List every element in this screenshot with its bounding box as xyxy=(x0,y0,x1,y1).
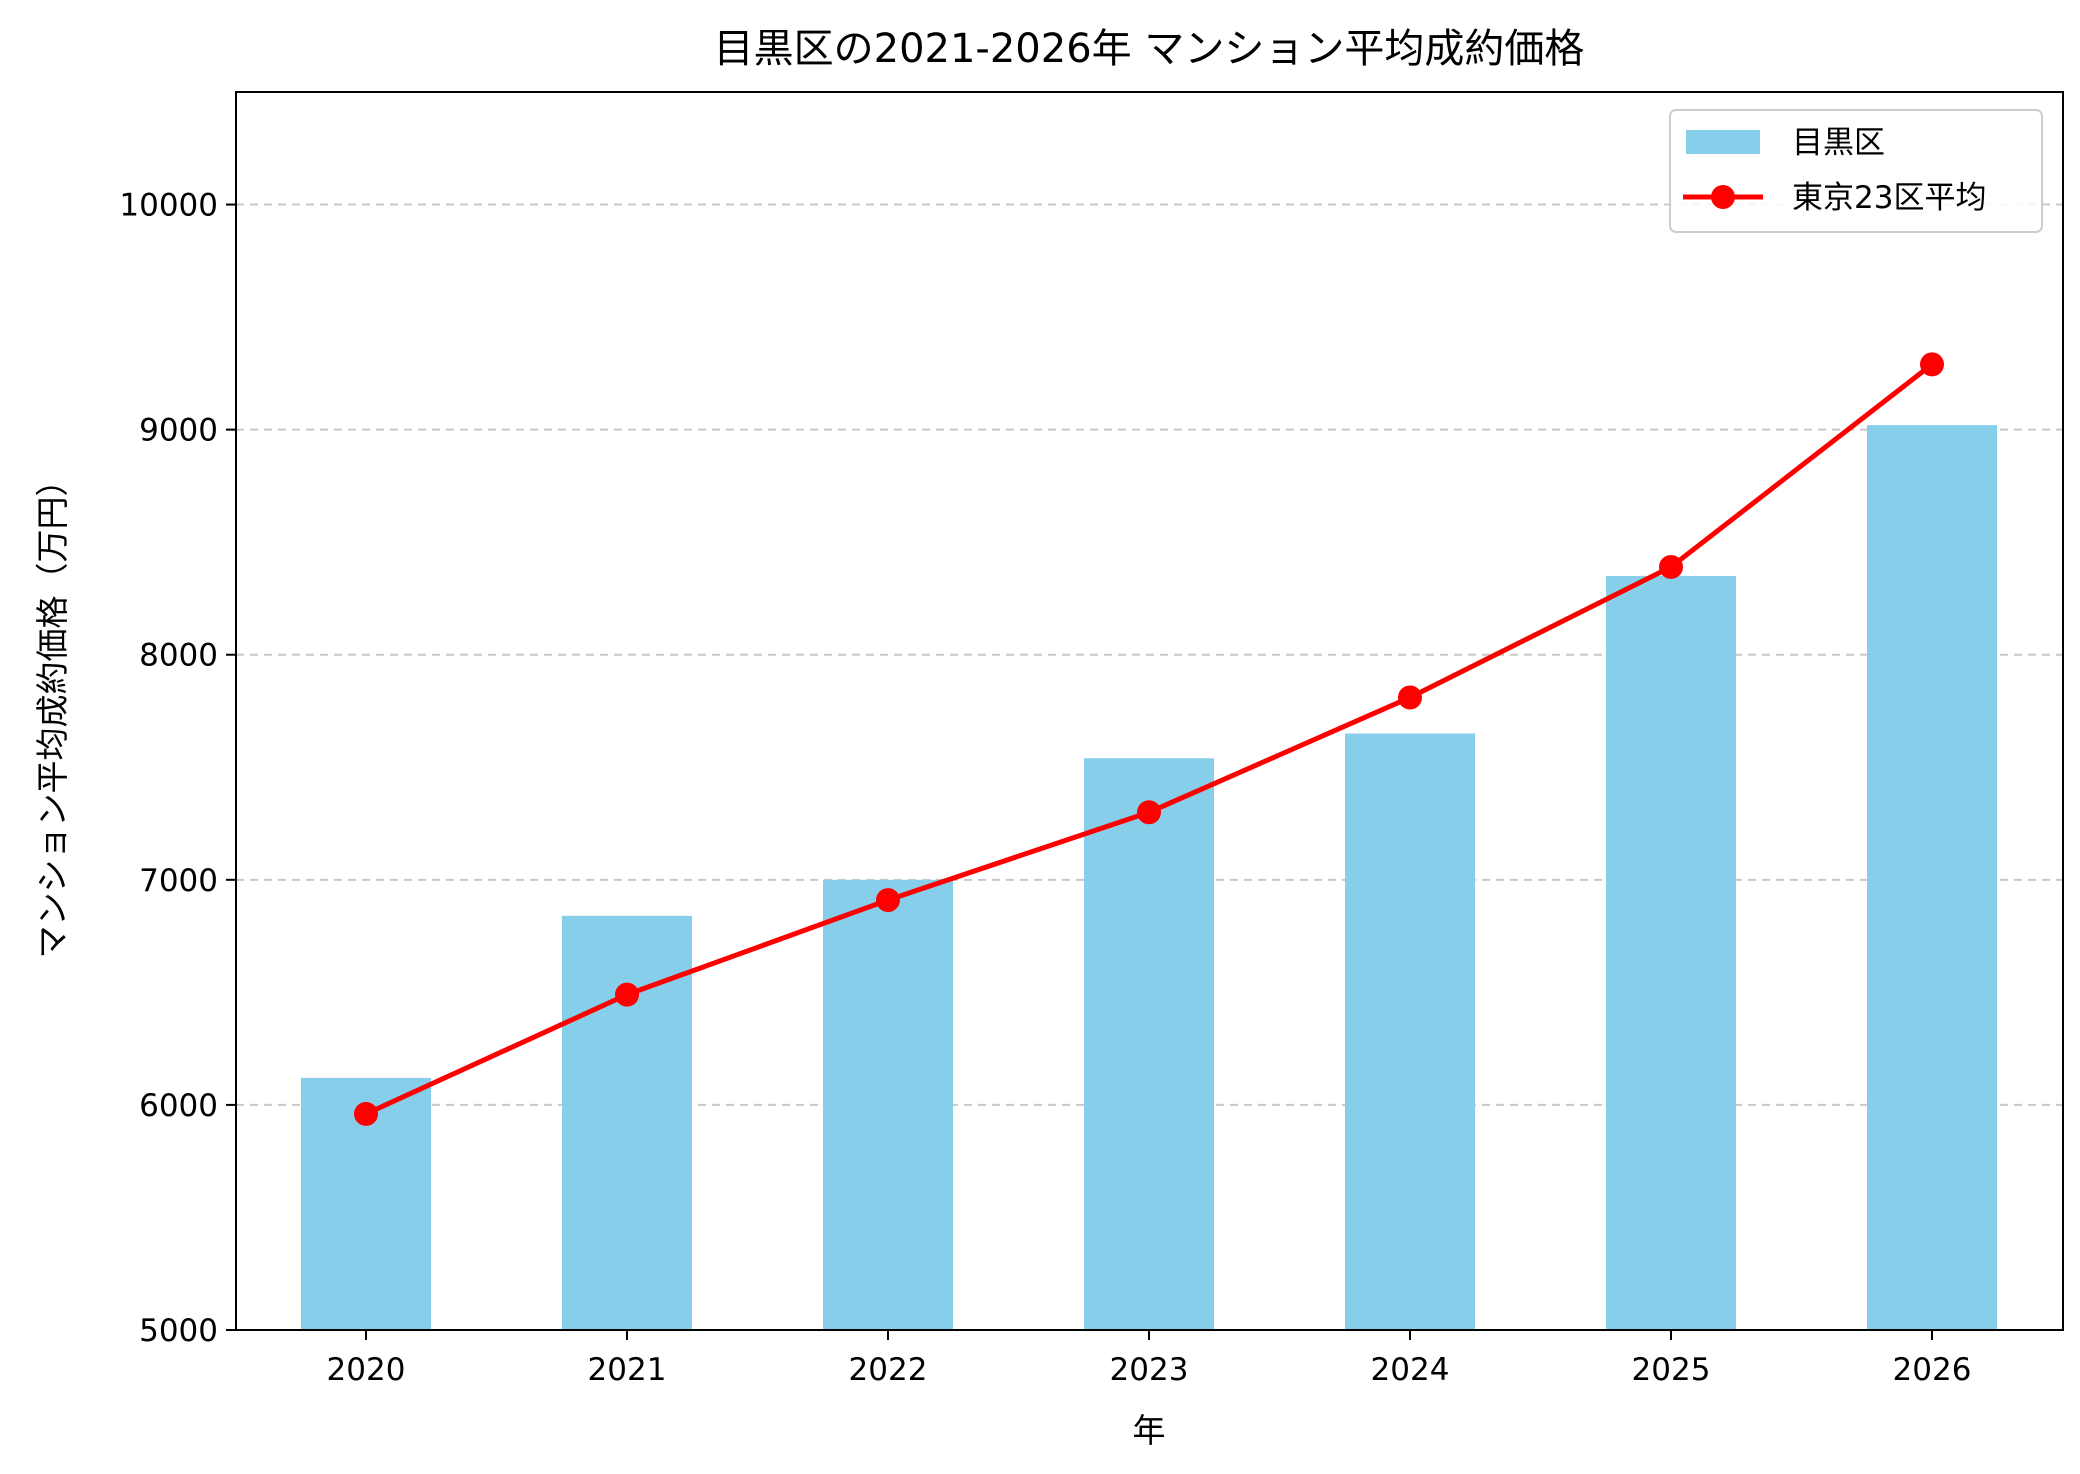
bar-meguro-2024 xyxy=(1345,733,1475,1330)
point-tokyo23-2025 xyxy=(1659,554,1683,579)
x-tick-label: 2020 xyxy=(327,1352,406,1388)
x-tick-label: 2026 xyxy=(1893,1352,1972,1388)
y-axis: 5000 6000 7000 8000 9000 10000 xyxy=(119,188,236,1349)
point-tokyo23-2024 xyxy=(1398,685,1422,710)
legend-label-tokyo23: 東京23区平均 xyxy=(1792,180,1986,216)
chart-title: 目黒区の2021-2026年 マンション平均成約価格 xyxy=(714,26,1585,72)
bar-meguro-2026 xyxy=(1867,425,1997,1331)
y-tick-label: 10000 xyxy=(119,188,218,224)
legend-line-marker xyxy=(1711,185,1735,209)
line-series xyxy=(354,352,1944,1126)
point-tokyo23-2026 xyxy=(1920,352,1944,377)
x-axis-label: 年 xyxy=(1133,1411,1166,1450)
legend-label-meguro: 目黒区 xyxy=(1792,125,1885,161)
y-tick-label: 6000 xyxy=(139,1088,218,1124)
y-tick-label: 9000 xyxy=(139,413,218,449)
x-tick-label: 2021 xyxy=(588,1352,667,1388)
bar-meguro-2025 xyxy=(1606,575,1736,1330)
x-tick-label: 2022 xyxy=(849,1352,928,1388)
x-tick-label: 2024 xyxy=(1371,1352,1450,1388)
y-tick-label: 7000 xyxy=(139,863,218,899)
bar-meguro-2022 xyxy=(823,879,953,1330)
bar-meguro-2023 xyxy=(1084,758,1214,1330)
legend-bar-swatch xyxy=(1686,130,1760,154)
legend: 目黒区 東京23区平均 xyxy=(1669,109,2043,233)
bar-series xyxy=(301,425,1997,1331)
point-tokyo23-2021 xyxy=(615,982,639,1007)
y-tick-label: 8000 xyxy=(139,638,218,674)
point-tokyo23-2023 xyxy=(1137,800,1161,825)
point-tokyo23-2020 xyxy=(354,1101,378,1126)
x-tick-label: 2023 xyxy=(1110,1352,1189,1388)
y-axis-label: マンション平均成約価格（万円） xyxy=(33,464,72,959)
y-tick-label: 5000 xyxy=(139,1313,218,1349)
point-tokyo23-2022 xyxy=(876,888,900,913)
legend-box xyxy=(1669,109,2043,233)
x-axis: 2020 2021 2022 2023 2024 2025 2026 xyxy=(327,1330,1972,1388)
x-tick-label: 2025 xyxy=(1632,1352,1711,1388)
